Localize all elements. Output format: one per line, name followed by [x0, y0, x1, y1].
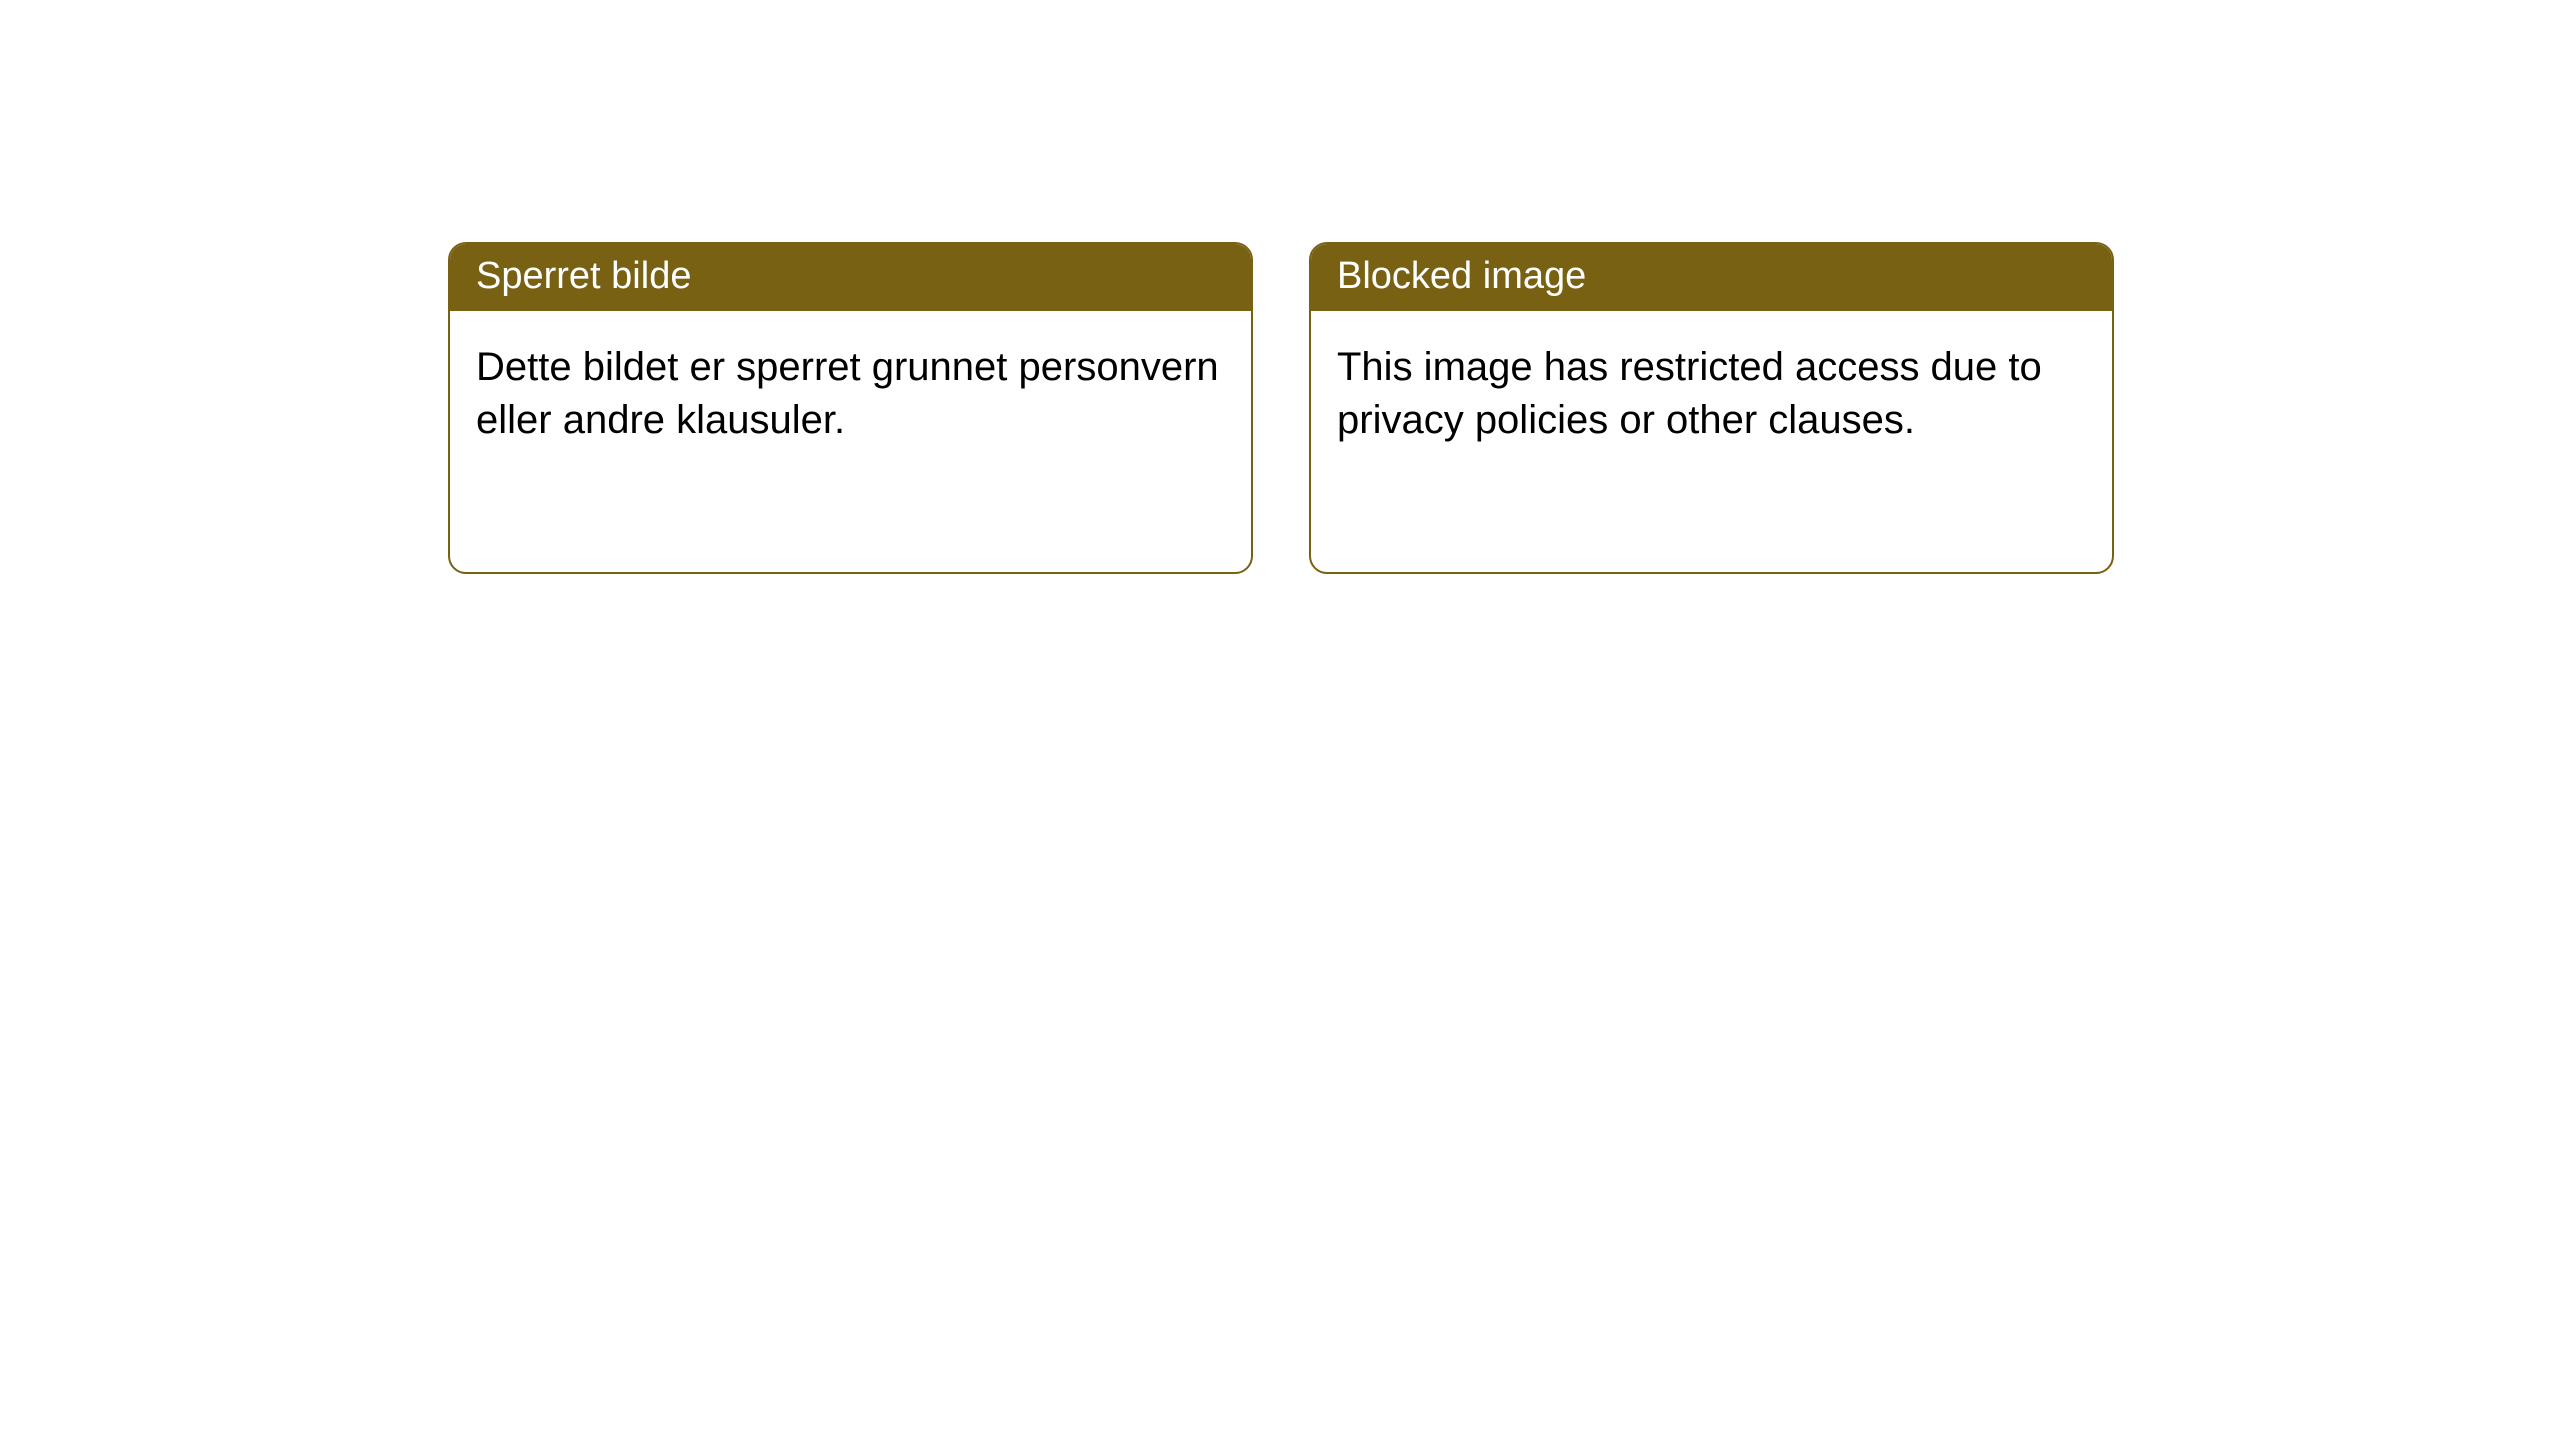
card-title: Blocked image [1337, 255, 1586, 297]
card-header: Sperret bilde [450, 244, 1251, 311]
card-body: This image has restricted access due to … [1311, 311, 2112, 477]
notice-card-english: Blocked image This image has restricted … [1309, 242, 2114, 574]
card-body-text: This image has restricted access due to … [1337, 345, 2042, 442]
notice-card-norwegian: Sperret bilde Dette bildet er sperret gr… [448, 242, 1253, 574]
card-title: Sperret bilde [476, 255, 691, 297]
card-header: Blocked image [1311, 244, 2112, 311]
card-body-text: Dette bildet er sperret grunnet personve… [476, 345, 1219, 442]
notice-container: Sperret bilde Dette bildet er sperret gr… [0, 0, 2560, 574]
card-body: Dette bildet er sperret grunnet personve… [450, 311, 1251, 477]
